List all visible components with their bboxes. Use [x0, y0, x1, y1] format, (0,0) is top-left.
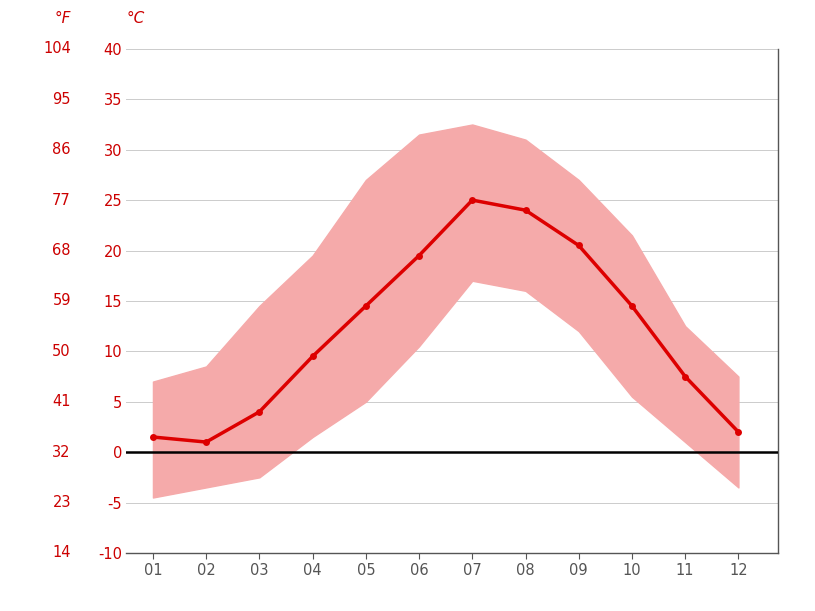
- Text: 68: 68: [52, 243, 71, 258]
- Text: 59: 59: [52, 293, 71, 309]
- Text: 86: 86: [52, 142, 71, 157]
- Text: 95: 95: [52, 92, 71, 107]
- Text: 23: 23: [52, 495, 71, 510]
- Text: 32: 32: [52, 445, 71, 459]
- Text: °F: °F: [55, 11, 71, 26]
- Text: 104: 104: [43, 42, 71, 56]
- Text: 77: 77: [52, 192, 71, 208]
- Text: 41: 41: [52, 394, 71, 409]
- Text: 50: 50: [52, 344, 71, 359]
- Text: 14: 14: [52, 546, 71, 560]
- Text: °C: °C: [126, 11, 144, 26]
